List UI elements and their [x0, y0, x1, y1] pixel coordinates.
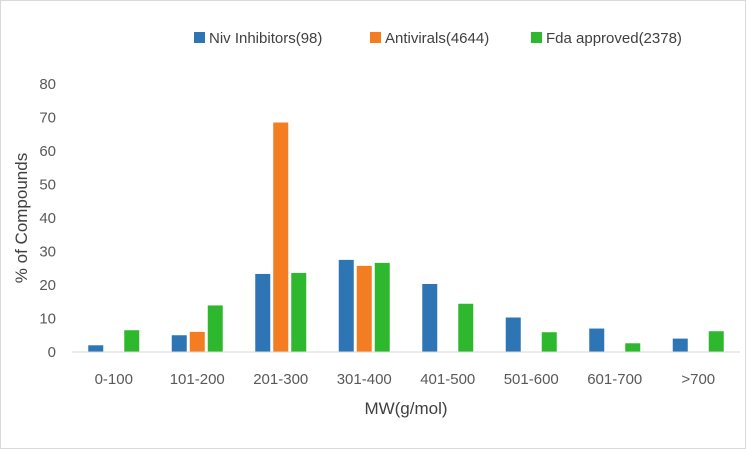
legend: Niv Inhibitors(98) Antivirals(4644) Fda ap… — [194, 30, 682, 47]
x-axis-title: MW(g/mol) — [364, 399, 447, 418]
x-tick-label: 101-200 — [170, 371, 225, 388]
bar-fda-approved-6 — [625, 343, 641, 352]
x-tick-label: 301-400 — [337, 371, 392, 388]
y-tick-label: 70 — [39, 110, 56, 127]
bar-niv-inhibitors-0 — [88, 345, 104, 352]
y-tick-label: 40 — [39, 210, 56, 227]
legend-label: Antivirals(4644) — [385, 30, 489, 47]
bar-fda-approved-4 — [458, 303, 474, 352]
x-tick-label: 601-700 — [587, 371, 642, 388]
bar-niv-inhibitors-3 — [338, 259, 354, 352]
x-tick-label: 201-300 — [253, 371, 308, 388]
bar-niv-inhibitors-1 — [171, 335, 187, 352]
bar-niv-inhibitors-4 — [422, 283, 438, 352]
x-tick-label: 501-600 — [504, 371, 559, 388]
bar-fda-approved-2 — [291, 272, 307, 352]
legend-label: Niv Inhibitors(98) — [209, 30, 322, 47]
bar-fda-approved-0 — [124, 330, 140, 352]
legend-swatch — [194, 32, 205, 43]
bar-fda-approved-3 — [374, 262, 390, 352]
y-axis-title: % of Compounds — [12, 153, 31, 283]
legend-item: Antivirals(4644) — [370, 30, 489, 47]
x-tick-label: 0-100 — [95, 371, 133, 388]
y-tick-label: 80 — [39, 76, 56, 93]
bar-fda-approved-1 — [207, 305, 223, 352]
y-tick-label: 60 — [39, 143, 56, 160]
y-tick-label: 50 — [39, 177, 56, 194]
bars — [88, 122, 724, 353]
y-tick-label: 10 — [39, 311, 56, 328]
bar-niv-inhibitors-7 — [672, 338, 688, 352]
legend-swatch — [531, 32, 542, 43]
bar-niv-inhibitors-6 — [589, 328, 605, 352]
y-tick-label: 20 — [39, 277, 56, 294]
x-tick-label: >700 — [681, 371, 715, 388]
legend-item: Niv Inhibitors(98) — [194, 30, 322, 47]
legend-label: Fda approved(2378) — [546, 30, 682, 47]
x-tick-label: 401-500 — [420, 371, 475, 388]
legend-swatch — [370, 32, 381, 43]
y-tick-label: 30 — [39, 244, 56, 261]
bar-fda-approved-7 — [708, 331, 724, 352]
bar-niv-inhibitors-5 — [505, 317, 521, 352]
bar-antivirals-2 — [273, 122, 289, 353]
legend-item: Fda approved(2378) — [531, 30, 682, 47]
bar-antivirals-1 — [189, 331, 205, 352]
x-axis-ticks: 0-100 101-200 201-300 301-400 401-500 501-600… — [95, 371, 716, 388]
bar-antivirals-3 — [356, 265, 372, 352]
y-tick-label: 0 — [48, 344, 56, 361]
bar-niv-inhibitors-2 — [255, 273, 271, 352]
y-axis-ticks: 0 10 20 30 40 50 60 70 80 — [39, 76, 56, 361]
bar-fda-approved-5 — [541, 332, 557, 352]
